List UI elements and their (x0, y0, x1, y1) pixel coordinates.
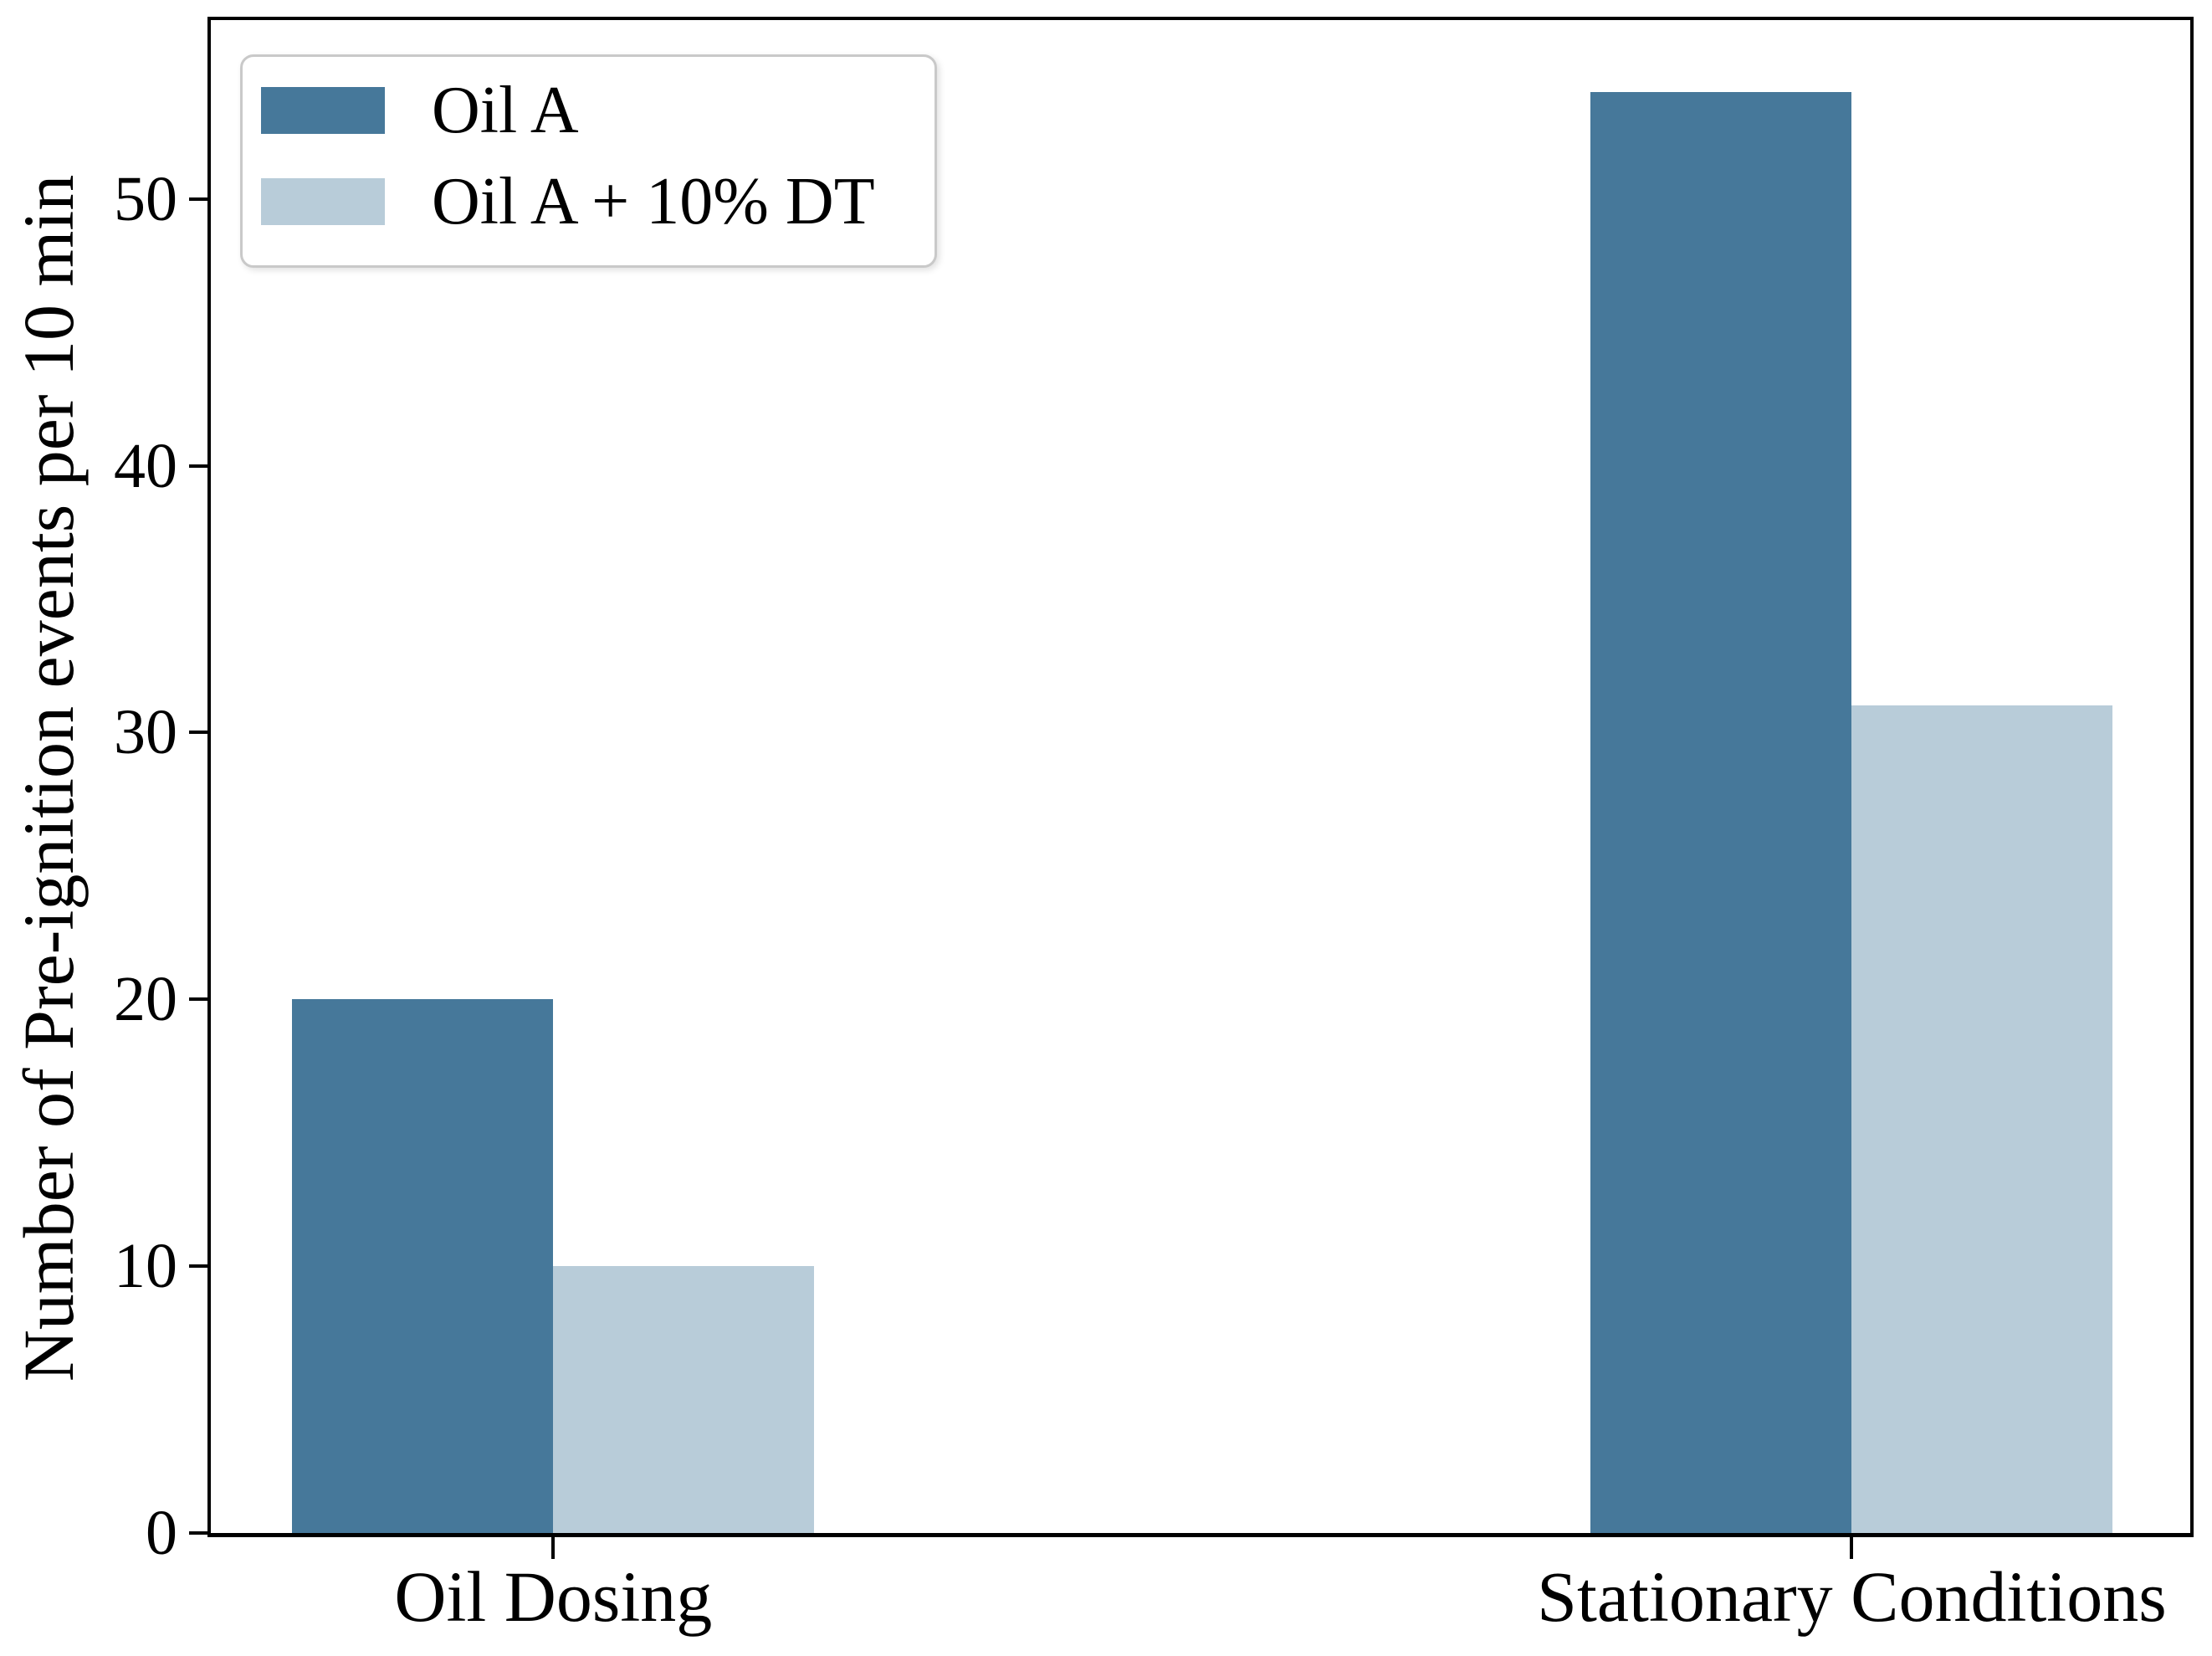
bars-layer (211, 20, 2190, 1533)
legend-row-oil-a-10-dt: Oil A + 10% DT (261, 163, 909, 240)
legend-swatch-oil-a (261, 87, 385, 134)
y-tick-label-30: 30 (114, 697, 177, 768)
legend-label-oil-a: Oil A (432, 74, 579, 147)
y-tick-mark-0 (189, 1531, 207, 1535)
y-tick-mark-10 (189, 1264, 207, 1269)
x-tick-mark-oil-dosing (551, 1537, 556, 1559)
bar-oil-a-10-dt-oil-dosing (553, 1266, 815, 1533)
bar-oil-a-10-dt-stationary-conditions (1851, 705, 2113, 1533)
y-tick-mark-20 (189, 997, 207, 1002)
legend-row-oil-a: Oil A (261, 72, 909, 149)
y-tick-mark-40 (189, 464, 207, 468)
y-tick-label-20: 20 (114, 964, 177, 1035)
x-tick-label-stationary-conditions: Stationary Conditions (1537, 1556, 2167, 1637)
y-tick-mark-50 (189, 197, 207, 201)
y-tick-label-0: 0 (146, 1498, 177, 1568)
y-axis-label: Number of Pre-ignition events per 10 min (8, 174, 89, 1382)
legend: Oil A Oil A + 10% DT (240, 54, 937, 268)
y-tick-label-40: 40 (114, 430, 177, 501)
y-tick-label-50: 50 (114, 163, 177, 234)
x-tick-mark-stationary-conditions (1850, 1537, 1854, 1559)
legend-swatch-oil-a-10-dt (261, 178, 385, 225)
y-tick-label-10: 10 (114, 1231, 177, 1302)
x-tick-label-oil-dosing: Oil Dosing (394, 1556, 713, 1637)
plot-area (207, 17, 2194, 1537)
y-tick-mark-30 (189, 731, 207, 735)
bar-oil-a-stationary-conditions (1590, 92, 1852, 1533)
legend-label-oil-a-10-dt: Oil A + 10% DT (432, 165, 875, 238)
bar-oil-a-oil-dosing (292, 999, 554, 1533)
